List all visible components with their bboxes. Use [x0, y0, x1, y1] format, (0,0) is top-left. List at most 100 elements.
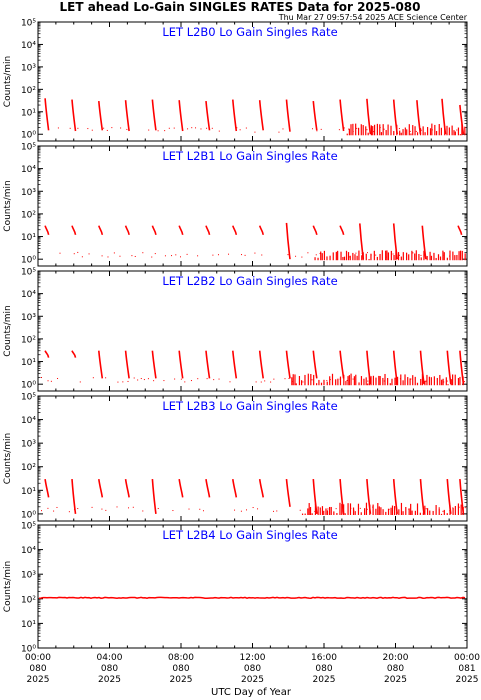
baseline-point [425, 380, 427, 382]
rate-spike [312, 479, 318, 514]
chart-panel-4: 10⁰ 10¹ 10² 10³ 10⁴ 10⁵ Counts/min LET L2B4 Lo … [3, 522, 468, 655]
baseline-point [154, 253, 156, 255]
baseline-point [206, 378, 208, 380]
chart-panel-2: 10⁰ 10¹ 10² 10³ 10⁴ 10⁵ Counts/min LET L2B2 Lo … [3, 268, 468, 392]
baseline-point [302, 381, 304, 383]
baseline-point [142, 252, 144, 254]
rate-spike [178, 478, 184, 498]
rate-spike [421, 225, 427, 260]
baseline-point [117, 381, 119, 383]
baseline-point [187, 128, 189, 130]
baseline-point [140, 378, 142, 380]
baseline-point [282, 128, 284, 130]
baseline-point [273, 378, 275, 380]
rate-spike [419, 479, 425, 514]
rate-spike [312, 101, 318, 131]
baseline-point [327, 508, 329, 510]
baseline-point [105, 377, 107, 379]
baseline-point [148, 129, 150, 131]
y-tick-label: 10⁰ [21, 131, 36, 141]
x-tick-label: 2025 [241, 675, 264, 685]
x-tick-label: 080 [387, 664, 404, 674]
baseline-point [270, 381, 272, 383]
baseline-point [41, 377, 42, 379]
rate-spike [312, 350, 318, 379]
baseline-point [147, 378, 149, 380]
y-tick-label: 10³ [21, 440, 36, 450]
rate-spike [44, 478, 50, 498]
rate-spike [366, 350, 372, 385]
y-axis-label: Counts/min [3, 305, 13, 356]
baseline-point [101, 255, 103, 257]
rate-spike [44, 225, 50, 235]
rate-spike [446, 350, 452, 385]
baseline-point [116, 506, 118, 508]
baseline-point [168, 127, 170, 129]
baseline-point [59, 252, 61, 254]
baseline-point [105, 509, 107, 511]
baseline-point [143, 379, 145, 381]
baseline-point [180, 378, 182, 380]
y-tick-label: 10¹ [21, 487, 36, 497]
x-tick-label: 080 [244, 664, 261, 674]
baseline-point [213, 379, 215, 381]
baseline-point [346, 379, 348, 381]
baseline-point [356, 127, 358, 129]
baseline-point [81, 256, 83, 258]
baseline-point [352, 378, 354, 380]
baseline-point [120, 127, 122, 129]
baseline-point [133, 377, 135, 379]
baseline-point [41, 510, 42, 512]
baseline-point [101, 508, 103, 510]
baseline-point [420, 129, 422, 131]
rate-spike [392, 350, 398, 385]
baseline-point [311, 128, 313, 130]
y-tick-label: 10⁵ [21, 143, 36, 153]
baseline-point [151, 256, 153, 258]
rate-spike [151, 225, 157, 235]
rate-spike [205, 101, 211, 131]
baseline-point [157, 507, 159, 509]
baseline-point [229, 381, 231, 383]
rate-spike [98, 350, 104, 379]
y-tick-label: 10¹ [21, 108, 36, 118]
baseline-point [56, 506, 58, 508]
baseline-point [314, 510, 316, 512]
rate-spike [232, 350, 238, 379]
baseline-point [197, 255, 199, 257]
baseline-point [199, 508, 201, 510]
rate-spike [366, 98, 372, 135]
rate-spike [459, 350, 465, 385]
baseline-point [392, 253, 394, 255]
x-tick-label: 081 [458, 664, 475, 674]
baseline-point [301, 256, 303, 258]
baseline-point [119, 255, 121, 257]
baseline-point [311, 379, 313, 381]
baseline-point [383, 380, 385, 382]
baseline-point [164, 130, 166, 132]
y-tick-label: 10⁴ [21, 290, 36, 300]
y-tick-label: 10⁴ [21, 546, 36, 556]
baseline-point [254, 252, 256, 254]
baseline-point [228, 253, 230, 255]
baseline-point [264, 380, 266, 382]
baseline-point [106, 129, 108, 131]
baseline-point [173, 127, 175, 129]
baseline-point [157, 130, 159, 132]
y-tick-label: 10⁰ [21, 645, 36, 655]
y-tick-label: 10² [21, 210, 36, 220]
baseline-point [366, 508, 368, 510]
baseline-point [261, 254, 263, 256]
rate-spike [392, 223, 398, 260]
baseline-point [398, 128, 400, 130]
baseline-point [87, 128, 89, 130]
y-tick-label: 10⁴ [21, 41, 36, 51]
baseline-point [295, 255, 297, 257]
baseline-point [409, 130, 411, 132]
rate-spike [151, 479, 157, 514]
rate-spike [98, 478, 104, 498]
baseline-point [212, 254, 214, 256]
baseline-point [179, 256, 181, 258]
x-tick-label: 16:00 [311, 653, 337, 663]
chart-panel-1: 10⁰ 10¹ 10² 10³ 10⁴ 10⁵ Counts/min LET L2B1 Lo … [3, 143, 468, 267]
